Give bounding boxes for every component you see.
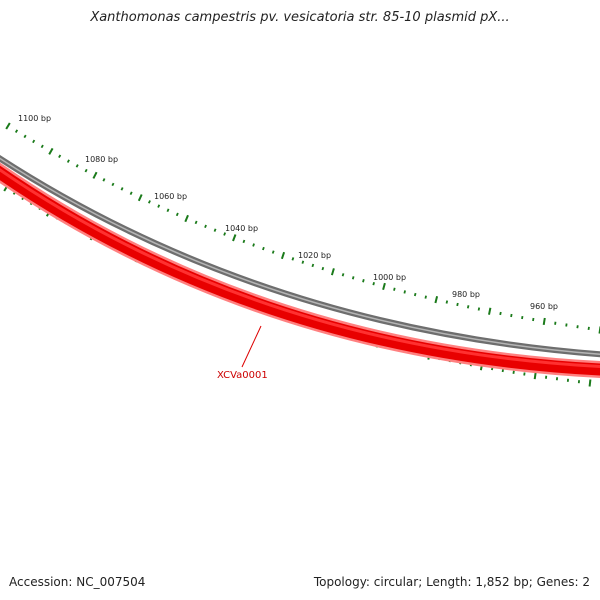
outer-major-tick <box>232 234 237 242</box>
outer-minor-tick <box>532 317 535 322</box>
outer-minor-tick <box>23 134 27 139</box>
inner-major-tick <box>588 379 592 387</box>
outer-major-tick <box>92 171 98 179</box>
map-title: Xanthomonas campestris pv. vesicatoria s… <box>90 10 510 25</box>
tick-label-980: 980 bp <box>452 290 480 299</box>
outer-minor-tick <box>587 326 590 331</box>
outer-major-tick <box>542 317 546 326</box>
outer-tick-marks <box>5 122 600 334</box>
outer-minor-tick <box>321 266 325 271</box>
tick-label-1060: 1060 bp <box>154 192 187 201</box>
outer-minor-tick <box>341 273 345 277</box>
outer-minor-tick <box>351 276 355 280</box>
outer-minor-tick <box>413 292 417 297</box>
outer-minor-tick <box>147 200 151 204</box>
accession-text: Accession: NC_007504 <box>9 575 146 589</box>
inner-minor-tick <box>512 370 515 374</box>
outer-major-tick <box>184 214 189 223</box>
outer-minor-tick <box>75 164 79 168</box>
outer-minor-tick <box>40 144 44 149</box>
outer-minor-tick <box>403 290 406 294</box>
outer-minor-tick <box>510 313 513 318</box>
outer-minor-tick <box>499 311 502 316</box>
outer-minor-tick <box>271 250 275 254</box>
outer-minor-tick <box>521 315 524 320</box>
outer-major-tick <box>137 194 143 202</box>
summary-text: Topology: circular; Length: 1,852 bp; Ge… <box>313 575 590 589</box>
outer-minor-tick <box>466 305 470 309</box>
outer-minor-tick <box>262 246 265 251</box>
outer-minor-tick <box>194 220 198 225</box>
gene-feature-XCVa0001-shade <box>0 168 600 368</box>
outer-minor-tick <box>372 281 375 286</box>
outer-minor-tick <box>311 263 315 268</box>
outer-minor-tick <box>362 279 365 283</box>
tick-label-1040: 1040 bp <box>225 224 258 233</box>
outer-minor-tick <box>456 302 459 307</box>
tick-label-1020: 1020 bp <box>298 251 331 260</box>
tick-label-1000: 1000 bp <box>373 273 406 282</box>
outer-minor-tick <box>291 257 295 261</box>
outer-minor-tick <box>129 191 133 195</box>
outer-minor-tick <box>120 187 124 191</box>
tick-label-960: 960 bp <box>530 302 558 311</box>
outer-major-tick <box>488 307 492 315</box>
outer-major-tick <box>48 147 54 155</box>
outer-minor-tick <box>213 228 217 232</box>
outer-minor-tick <box>66 159 70 163</box>
outer-major-tick <box>382 282 386 291</box>
outer-minor-tick <box>204 224 207 229</box>
tick-label-1100: 1100 bp <box>18 114 51 123</box>
outer-minor-tick <box>166 208 170 213</box>
gene-label-leader <box>241 325 262 368</box>
tick-labels: 1100 bp 1080 bp 1060 bp 1040 bp 1020 bp … <box>18 114 558 311</box>
outer-major-tick <box>280 251 286 260</box>
outer-major-tick <box>5 122 11 130</box>
outer-minor-tick <box>175 212 179 217</box>
gene-feature-XCVa0001[interactable] <box>0 165 600 376</box>
outer-minor-tick <box>14 129 19 133</box>
outer-minor-tick <box>242 239 246 244</box>
gene-feature-XCVa0001-edge[interactable] <box>0 162 600 378</box>
outer-minor-tick <box>111 182 115 187</box>
outer-minor-tick <box>424 295 427 299</box>
outer-minor-tick <box>223 232 227 236</box>
inner-minor-tick <box>501 368 504 373</box>
inner-major-tick <box>533 372 537 380</box>
outer-minor-tick <box>301 260 305 264</box>
outer-minor-tick <box>102 178 106 182</box>
outer-major-tick <box>434 295 439 304</box>
outer-minor-tick <box>84 168 88 173</box>
outer-minor-tick <box>58 154 62 159</box>
outer-minor-tick <box>445 300 449 304</box>
outer-minor-tick <box>477 307 481 311</box>
outer-minor-tick <box>32 139 36 144</box>
outer-minor-tick <box>252 243 255 247</box>
tick-label-1080: 1080 bp <box>85 155 118 164</box>
outer-minor-tick <box>393 287 396 291</box>
outer-minor-tick <box>157 204 161 208</box>
outer-major-tick <box>330 268 335 276</box>
outer-minor-tick <box>576 325 579 329</box>
plasmid-backbone-highlight <box>0 157 600 355</box>
gene-label-XCVa0001[interactable]: XCVa0001 <box>217 370 268 381</box>
